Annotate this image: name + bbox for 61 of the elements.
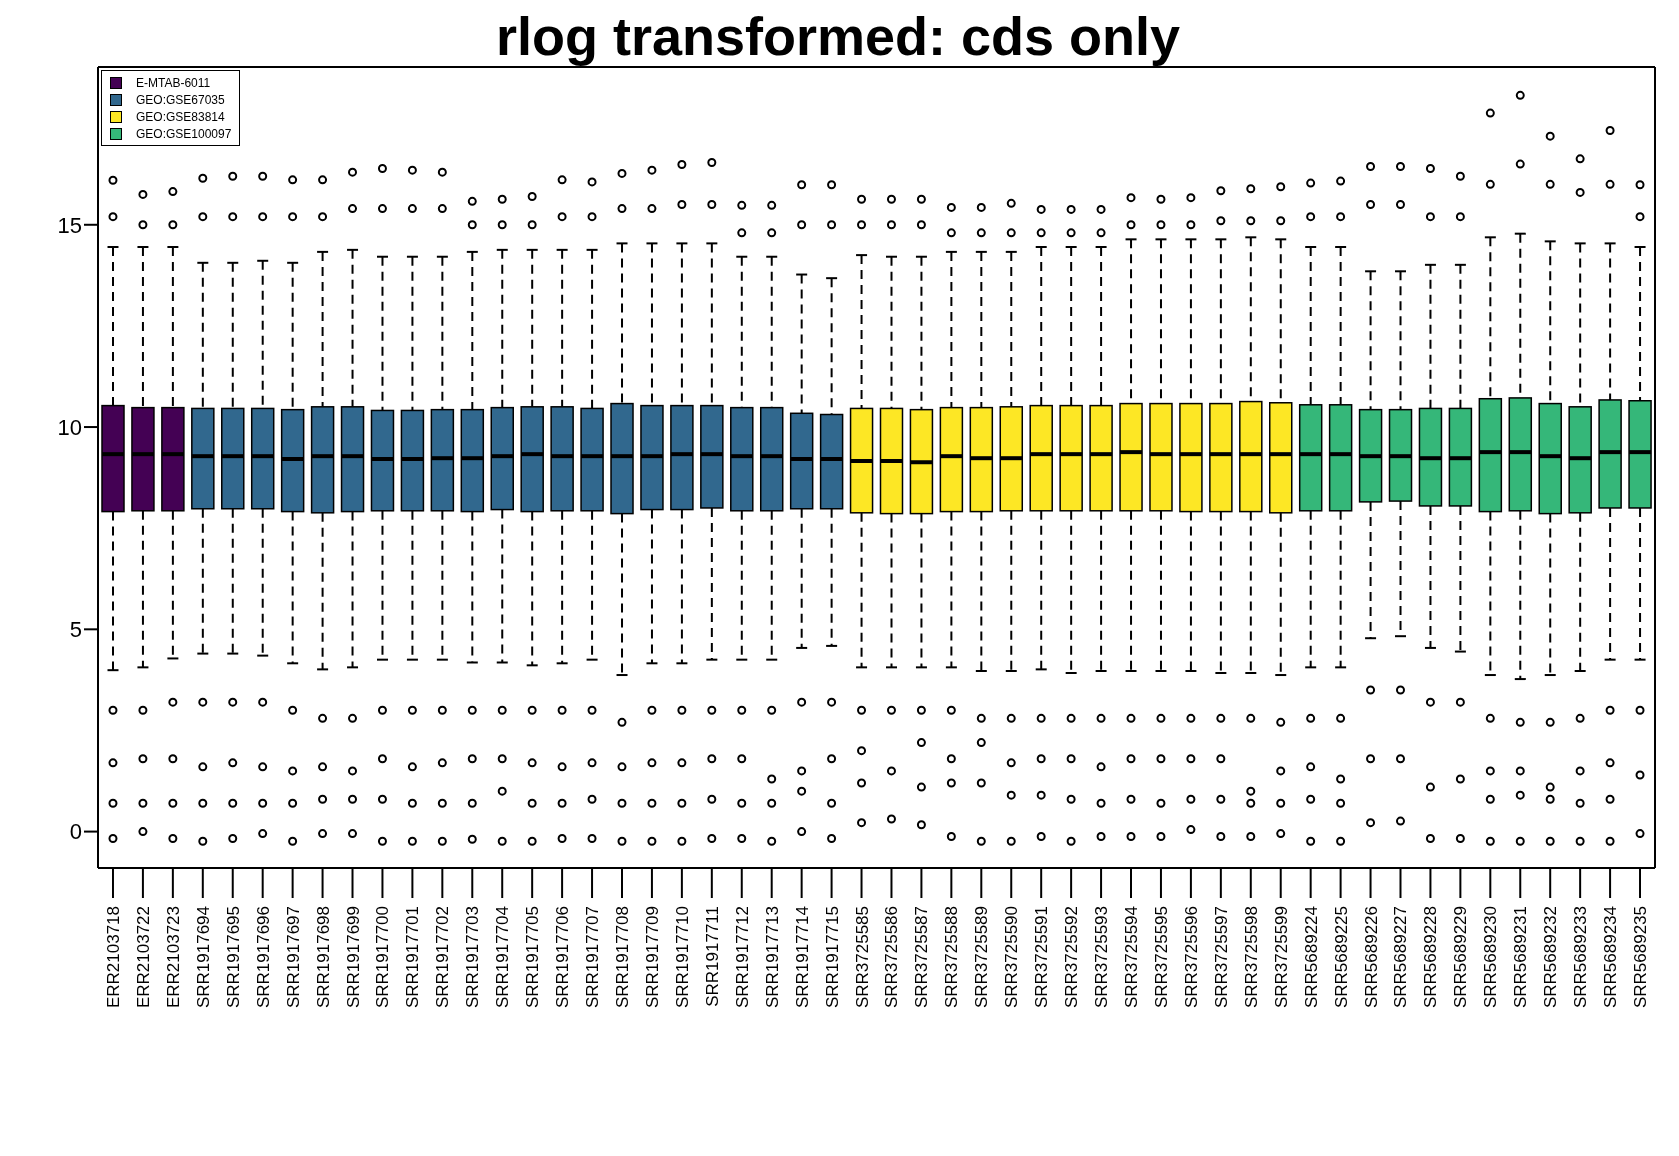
x-tick-label: SRR3725592 [1062, 906, 1082, 1009]
x-tick-label: SRR1917703 [463, 906, 483, 1009]
x-tick-label: SRR3725585 [852, 906, 872, 1009]
x-tick-label: SRR1917705 [523, 906, 543, 1009]
x-tick-label: SRR3725591 [1032, 906, 1052, 1009]
x-tick-label: SRR5689226 [1361, 906, 1381, 1009]
x-tick-label: SRR5689231 [1511, 906, 1531, 1009]
x-tick-label: SRR3725593 [1092, 906, 1112, 1009]
x-tick-label: SRR1917697 [283, 906, 303, 1009]
y-tick-label: 10 [57, 414, 82, 440]
x-tick-label: SRR1917712 [732, 906, 752, 1009]
x-tick-label: SRR3725586 [882, 906, 902, 1009]
x-tick-label: SRR5689234 [1601, 906, 1621, 1009]
x-tick-label: SRR1917715 [822, 906, 842, 1009]
x-tick-label: SRR3725589 [972, 906, 992, 1009]
x-tick-label: SRR1917696 [253, 906, 273, 1009]
x-tick-label: SRR1917704 [493, 906, 513, 1009]
legend-label: GEO:GSE67035 [136, 92, 225, 107]
x-tick-label: SRR1917708 [612, 906, 632, 1009]
y-tick-label: 5 [69, 617, 82, 643]
x-tick-label: SRR1917709 [642, 906, 662, 1009]
x-tick-label: SRR3725598 [1241, 906, 1261, 1009]
x-tick-label: SRR1917701 [403, 906, 423, 1009]
x-tick-label: SRR5689225 [1331, 906, 1351, 1009]
x-tick-label: SRR1917694 [193, 906, 213, 1009]
x-tick-label: SRR5689233 [1571, 906, 1591, 1009]
legend-label: GEO:GSE83814 [136, 109, 225, 124]
x-tick-label: SRR3725590 [1002, 906, 1022, 1009]
y-tick-label: 0 [69, 819, 82, 845]
legend-label: E-MTAB-6011 [136, 75, 211, 90]
x-tick-label: SRR5689227 [1391, 906, 1411, 1009]
x-tick-label: SRR5689232 [1541, 906, 1561, 1009]
x-tick-label: SRR3725588 [942, 906, 962, 1009]
x-tick-label: SRR3725595 [1151, 906, 1171, 1009]
y-tick-label: 15 [57, 212, 82, 238]
x-tick-label: SRR1917706 [553, 906, 573, 1009]
x-tick-label: SRR5689224 [1301, 906, 1321, 1009]
x-tick-label: SRR1917698 [313, 906, 333, 1009]
x-tick-label: SRR5689235 [1631, 906, 1651, 1009]
x-tick-label: ERR2103723 [163, 906, 183, 1009]
x-tick-label: SRR1917699 [343, 906, 363, 1009]
x-tick-label: SRR3725596 [1181, 906, 1201, 1009]
x-tick-label: SRR5689230 [1481, 906, 1501, 1009]
chart-title: rlog transformed: cds only [494, 6, 1182, 66]
x-tick-label: SRR1917695 [223, 906, 243, 1009]
x-tick-label: SRR1917713 [762, 906, 782, 1009]
x-tick-label: SRR5689229 [1451, 906, 1471, 1009]
x-tick-label: ERR2103722 [133, 906, 153, 1009]
x-tick-label: ERR2103718 [103, 906, 123, 1009]
x-tick-label: SRR1917702 [433, 906, 453, 1009]
x-tick-label: SRR3725587 [912, 906, 932, 1009]
x-tick-label: SRR1917710 [672, 906, 692, 1009]
x-tick-label: SRR3725597 [1211, 906, 1231, 1009]
x-tick-label: SRR1917707 [583, 906, 603, 1009]
x-tick-label: SRR3725594 [1122, 906, 1142, 1009]
x-tick-label: SRR1917711 [702, 906, 722, 1007]
legend-label: GEO:GSE100097 [136, 126, 232, 141]
x-tick-label: SRR1917700 [373, 906, 393, 1009]
x-tick-label: SRR3725599 [1271, 906, 1291, 1009]
x-tick-label: SRR1917714 [792, 906, 812, 1009]
x-tick-label: SRR5689228 [1421, 906, 1441, 1009]
